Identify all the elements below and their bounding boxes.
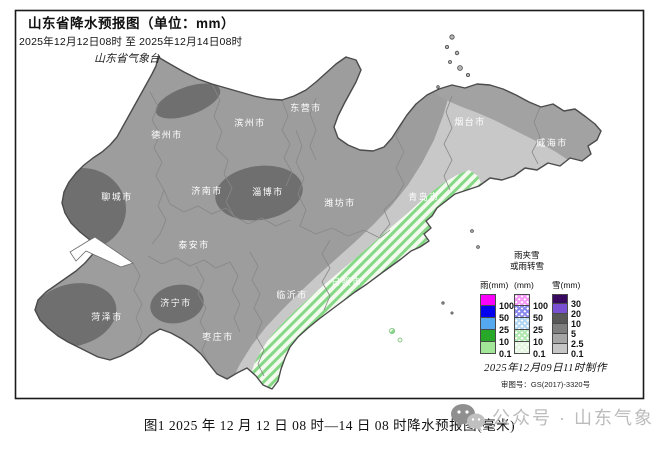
islands-hatched [388, 327, 403, 343]
city-label-weifang: 潍坊市 [324, 197, 356, 208]
legend-value: 25 [499, 325, 510, 335]
legend-sleet-title-line1: 雨夹雪 [514, 250, 540, 260]
legend-value: 0.1 [499, 349, 512, 359]
legend-swatch-sleet-10 [514, 330, 530, 342]
legend-value: 10 [499, 337, 510, 347]
city-boundaries [132, 83, 541, 377]
legend-swatch-sleet-25 [514, 318, 530, 330]
legend-value: 2.5 [571, 339, 584, 349]
city-label-dongying: 东营市 [290, 102, 322, 113]
legend-value: 100 [499, 301, 515, 311]
production-time: 2025年12月09日11时制作 [484, 363, 607, 374]
city-label-zibo: 淄博市 [252, 186, 284, 197]
legend-value: 50 [533, 313, 544, 323]
city-label-weihai: 威海市 [536, 137, 568, 148]
legend-swatch-rain-10 [480, 330, 496, 342]
legend-swatch-snow-2-5 [552, 334, 568, 344]
watermark-text: 公众号 · 山东气象 [492, 408, 654, 428]
city-label-qingdao: 青岛市 [408, 191, 440, 202]
city-label-linyi: 临沂市 [276, 289, 308, 300]
city-label-dezhou: 德州市 [151, 129, 183, 140]
zone-snow-5mm-north-coast [426, 78, 601, 164]
legend-sleet-header: (mm) [514, 280, 534, 290]
city-label-liaocheng: 聊城市 [101, 191, 133, 202]
legend-swatch-snow-5 [552, 324, 568, 334]
legend-swatch-sleet-100 [514, 294, 530, 306]
map-agency: 山东省气象台 [94, 53, 160, 65]
legend-swatch-rain-100 [480, 294, 496, 306]
legend-value: 10 [533, 337, 544, 347]
legend-value: 30 [571, 299, 582, 309]
legend-value: 0.1 [533, 349, 546, 359]
legend-swatch-rain-25 [480, 318, 496, 330]
map-legend: 雨夹雪 或雨转雪 雨(mm) (mm) 雪(mm) 100 50 25 10 0… [480, 236, 605, 361]
legend-value: 100 [533, 301, 549, 311]
city-label-jining: 济宁市 [160, 297, 192, 308]
map-valid-period: 2025年12月12日08时 至 2025年12月14日08时 [19, 36, 243, 48]
city-label-rizhao: 日照市 [331, 276, 363, 287]
city-label-jinan: 济南市 [191, 185, 223, 196]
wechat-icon [451, 404, 485, 431]
city-label-binzhou: 滨州市 [234, 117, 266, 128]
city-label-taian: 泰安市 [178, 239, 210, 250]
legend-value: 50 [499, 313, 510, 323]
legend-swatch-snow-20 [552, 304, 568, 314]
legend-swatch-sleet-0-1 [514, 342, 530, 354]
map-approval-number: 审图号：GS(2017)-3320号 [500, 380, 591, 389]
legend-swatch-snow-10 [552, 314, 568, 324]
legend-rain-header: 雨(mm) [480, 280, 509, 290]
islands [436, 34, 480, 315]
border-notch [69, 236, 134, 268]
map-title: 山东省降水预报图（单位：mm） [28, 16, 236, 31]
city-label-zaozhuang: 枣庄市 [202, 331, 234, 342]
figure-caption: 图1 2025 年 12 月 12 日 08 时—14 日 08 时降水预报图(… [143, 418, 516, 433]
legend-sleet-title-line2: 或雨转雪 [510, 261, 545, 271]
legend-value: 20 [571, 309, 582, 319]
legend-value: 0.1 [571, 349, 584, 359]
legend-value: 5 [571, 329, 577, 339]
legend-swatch-rain-50 [480, 306, 496, 318]
legend-swatch-snow-30 [552, 294, 568, 304]
legend-swatch-sleet-50 [514, 306, 530, 318]
legend-swatch-rain-0-1 [480, 342, 496, 354]
map-frame-border [14, 9, 645, 400]
legend-value: 25 [533, 325, 544, 335]
legend-snow-header: 雪(mm) [552, 280, 581, 290]
legend-value: 10 [571, 319, 582, 329]
watermark: 公众号 · 山东气象 [450, 402, 654, 432]
legend-swatch-snow-0-1 [552, 344, 568, 354]
city-labels: 德州市 滨州市 东营市 聊城市 济南市 淄博市 潍坊市 烟台市 威海市 青岛市 … [91, 102, 568, 342]
city-label-yantai: 烟台市 [454, 116, 486, 127]
city-label-heze: 菏泽市 [91, 311, 123, 322]
